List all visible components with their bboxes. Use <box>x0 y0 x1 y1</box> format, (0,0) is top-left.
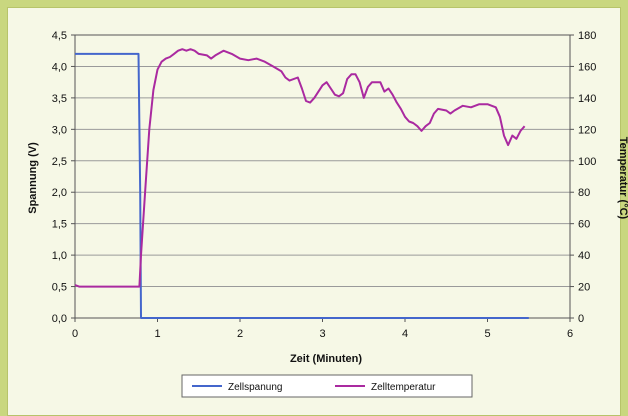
plot-area <box>74 34 571 319</box>
x-tick-label: 0 <box>72 328 78 340</box>
y-axis-title: Spannung (V) <box>27 142 39 214</box>
y-tick-label: 3,5 <box>52 93 67 105</box>
y-tick-label: 1,0 <box>52 250 67 262</box>
y2-tick-label: 20 <box>578 282 590 294</box>
y-tick-label: 2,5 <box>52 156 67 168</box>
y2-tick-label: 120 <box>578 124 596 136</box>
y-tick-label: 0,0 <box>52 313 67 325</box>
y2-tick-label: 140 <box>578 93 596 105</box>
x-tick-label: 1 <box>154 328 160 340</box>
y2-tick-label: 40 <box>578 250 590 262</box>
x-tick-label: 4 <box>402 328 408 340</box>
x-tick-label: 2 <box>237 328 243 340</box>
y2-axis-title: Temperatur (°C) <box>617 137 628 220</box>
legend-label-zellspanung: Zellspanung <box>228 382 282 393</box>
left-axis-ticks: 0,0 0,5 1,0 1,5 2,0 2,5 3,0 3,5 4,0 4,5 <box>52 30 75 325</box>
x-axis-title: Zeit (Minuten) <box>290 353 362 365</box>
x-axis-ticks: 0 1 2 3 4 5 6 <box>72 318 573 340</box>
grid-lines <box>75 34 570 319</box>
series-line-zellspanung <box>75 52 529 319</box>
y2-tick-label: 100 <box>578 156 596 168</box>
y-tick-label: 4,5 <box>52 30 67 42</box>
y2-tick-label: 180 <box>578 30 596 42</box>
y-tick-label: 0,5 <box>52 282 67 294</box>
y2-tick-label: 60 <box>578 219 590 231</box>
series-line-zelltemperatur <box>74 48 526 288</box>
legend: Zellspanung Zelltemperatur <box>181 374 473 398</box>
y2-tick-label: 0 <box>578 313 584 325</box>
y-tick-label: 3,0 <box>52 124 67 136</box>
y-tick-label: 1,5 <box>52 219 67 231</box>
right-axis-ticks: 0 20 40 60 80 100 120 140 160 180 <box>570 30 596 325</box>
y-tick-label: 4,0 <box>52 61 67 73</box>
x-tick-label: 5 <box>484 328 490 340</box>
y2-tick-label: 160 <box>578 61 596 73</box>
data-series <box>74 48 529 319</box>
legend-label-zelltemperatur: Zelltemperatur <box>371 382 436 393</box>
x-tick-label: 6 <box>567 328 573 340</box>
y-tick-label: 2,0 <box>52 187 67 199</box>
x-tick-label: 3 <box>319 328 325 340</box>
legend-box <box>181 374 473 398</box>
chart-frame <box>7 7 621 416</box>
y2-tick-label: 80 <box>578 187 590 199</box>
